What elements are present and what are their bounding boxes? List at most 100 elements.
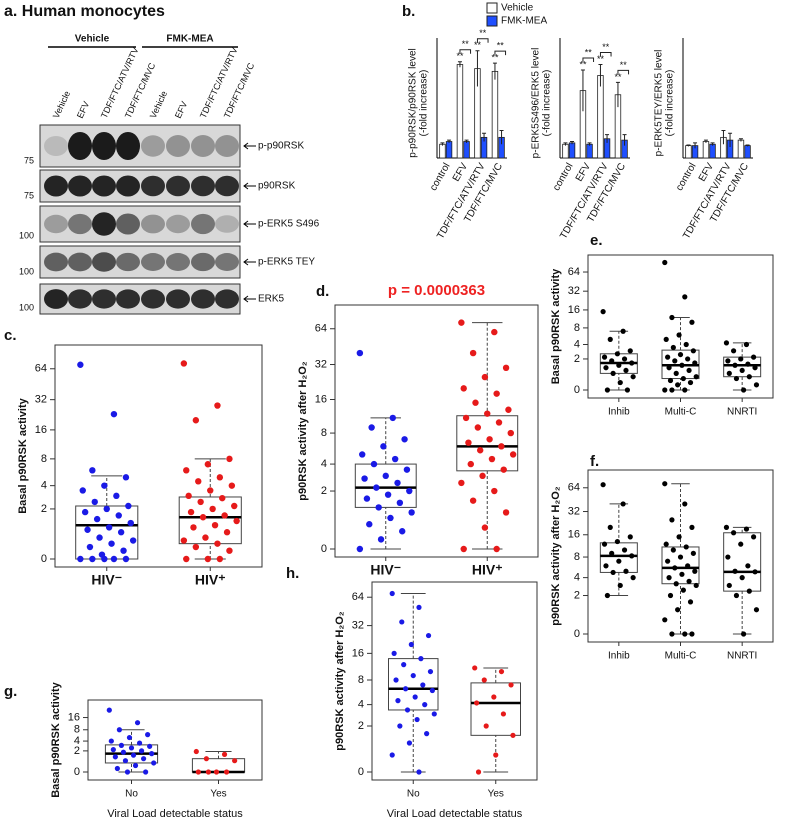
y-tick-label: 8 xyxy=(321,427,327,439)
data-point xyxy=(682,387,688,393)
data-point xyxy=(726,370,732,376)
data-point xyxy=(484,410,491,417)
data-point xyxy=(616,362,622,368)
data-point xyxy=(474,700,480,706)
significance-bracket xyxy=(617,69,630,75)
significance-label: ** xyxy=(620,60,628,70)
data-point xyxy=(391,455,399,463)
y-tick-label: 32 xyxy=(315,358,327,370)
data-point xyxy=(498,443,505,450)
error-bar xyxy=(563,142,568,146)
data-point xyxy=(204,555,212,563)
lane-label: Vehicle xyxy=(51,89,72,120)
data-point xyxy=(604,387,610,393)
data-point xyxy=(752,365,758,371)
y-tick-label: 64 xyxy=(352,591,364,603)
data-point xyxy=(505,406,512,413)
x-tick-label: control xyxy=(428,161,453,192)
data-point xyxy=(143,769,149,775)
data-point xyxy=(751,354,757,360)
panel-letter: b. xyxy=(402,3,415,20)
data-point xyxy=(101,555,108,563)
data-point xyxy=(609,550,615,556)
data-point xyxy=(629,360,635,366)
error-bar xyxy=(570,141,575,145)
data-point xyxy=(507,429,514,437)
data-point xyxy=(126,734,133,741)
data-point xyxy=(465,439,472,446)
y-axis-title: p90RSK activity after H₂O₂ xyxy=(334,611,346,750)
data-point xyxy=(425,632,432,639)
y-tick-label: 0 xyxy=(74,766,80,778)
band-label: p-p90RSK xyxy=(258,141,304,152)
data-point xyxy=(412,694,418,700)
data-point xyxy=(151,760,157,766)
data-point xyxy=(401,662,407,668)
plot-frame xyxy=(54,344,263,568)
data-point xyxy=(600,482,606,488)
data-point xyxy=(213,769,220,775)
y-tick-label: 0 xyxy=(358,766,364,778)
y-axis-title: p-ERK5S496/ERK5 level xyxy=(531,48,542,159)
y-axis-title: Basal p90RSK activity xyxy=(17,397,29,513)
error-bar xyxy=(693,142,698,149)
mw-label: 100 xyxy=(19,302,34,312)
data-point xyxy=(122,474,130,481)
data-point xyxy=(108,540,115,547)
data-point xyxy=(129,537,137,544)
y-tick-label: 32 xyxy=(568,505,580,517)
data-point xyxy=(197,498,204,506)
data-point xyxy=(665,354,671,360)
data-point xyxy=(418,656,424,662)
significance-label: ** xyxy=(614,72,622,82)
data-point xyxy=(180,360,188,367)
y-axis-title: Basal p90RSK activity xyxy=(550,268,562,384)
data-point xyxy=(368,424,375,431)
error-bar xyxy=(738,138,743,142)
blot-band xyxy=(191,175,215,197)
legend-label: Vehicle xyxy=(501,3,534,14)
y-tick-label: 16 xyxy=(68,711,80,723)
blot-band xyxy=(215,134,239,158)
data-point xyxy=(205,769,212,775)
x-tick-label: No xyxy=(407,789,420,800)
data-point xyxy=(93,515,101,523)
y-tick-label: 8 xyxy=(358,674,364,686)
data-point xyxy=(508,682,514,688)
data-point xyxy=(223,529,231,536)
bar xyxy=(586,143,593,159)
data-point xyxy=(693,582,699,589)
data-point xyxy=(502,509,510,516)
data-point xyxy=(725,358,731,364)
blot-band xyxy=(215,215,239,233)
error-bar xyxy=(482,132,487,142)
blot-band xyxy=(92,252,116,272)
data-point xyxy=(221,512,228,519)
data-point xyxy=(429,687,435,694)
x-tick-label: Multi-C xyxy=(665,407,697,418)
data-point xyxy=(106,707,112,713)
bar xyxy=(445,141,453,159)
data-point xyxy=(670,344,676,351)
data-point xyxy=(219,494,226,502)
data-point xyxy=(105,524,113,531)
data-point xyxy=(601,541,608,547)
legend-swatch xyxy=(486,15,498,27)
data-point xyxy=(136,740,143,746)
data-point xyxy=(689,631,695,637)
data-point xyxy=(427,668,434,675)
y-tick-label: 8 xyxy=(74,724,80,736)
data-point xyxy=(389,414,397,422)
data-point xyxy=(607,336,613,342)
data-point xyxy=(603,563,609,569)
data-point xyxy=(394,479,401,487)
data-point xyxy=(740,631,747,637)
data-point xyxy=(683,341,689,348)
data-point xyxy=(491,487,498,495)
y-axis-title: (-fold increase) xyxy=(419,70,430,137)
lane-label: Vehicle xyxy=(148,89,169,120)
data-point xyxy=(96,534,103,541)
data-point xyxy=(670,547,676,553)
blot-band xyxy=(92,289,116,309)
data-point xyxy=(393,677,399,683)
